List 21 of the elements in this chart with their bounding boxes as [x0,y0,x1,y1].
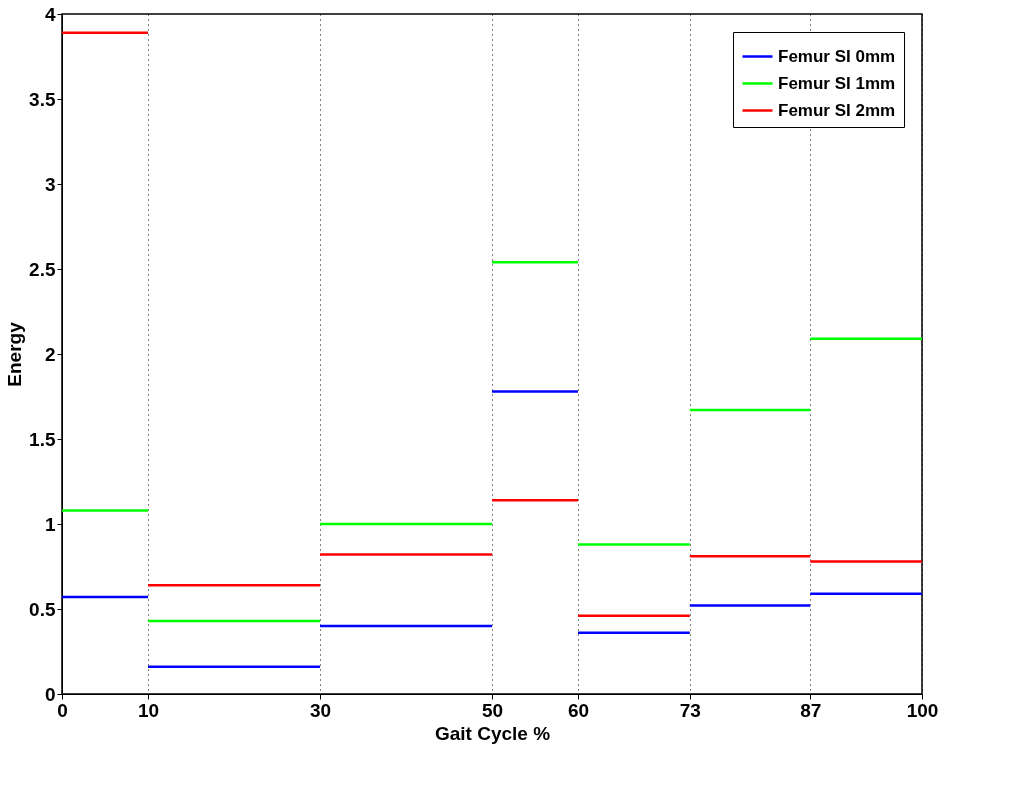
y-tick-label: 3 [44,173,56,195]
legend-label: Femur SI 0mm [778,46,896,66]
legend-label: Femur SI 2mm [778,100,896,120]
y-tick-label: 2 [44,343,56,365]
x-tick-label: 100 [906,699,939,721]
x-tick-label: 73 [679,699,701,721]
x-tick-label: 60 [567,699,590,721]
y-tick-label: 0.5 [29,598,56,620]
y-tick-label: 2.5 [29,258,56,280]
y-axis-title: Energy [4,321,26,387]
x-tick-label: 50 [481,699,504,721]
y-tick-label: 1.5 [29,428,56,450]
x-tick-label: 87 [800,699,822,721]
y-tick-label: 1 [44,513,56,535]
legend-label: Femur SI 1mm [778,73,896,93]
x-tick-label: 30 [309,699,332,721]
y-tick-label: 0 [44,683,56,705]
x-tick-label: 10 [137,699,160,721]
y-tick-label: 3.5 [29,88,56,110]
y-tick-label: 4 [44,3,56,25]
x-axis-title: Gait Cycle % [434,722,551,744]
